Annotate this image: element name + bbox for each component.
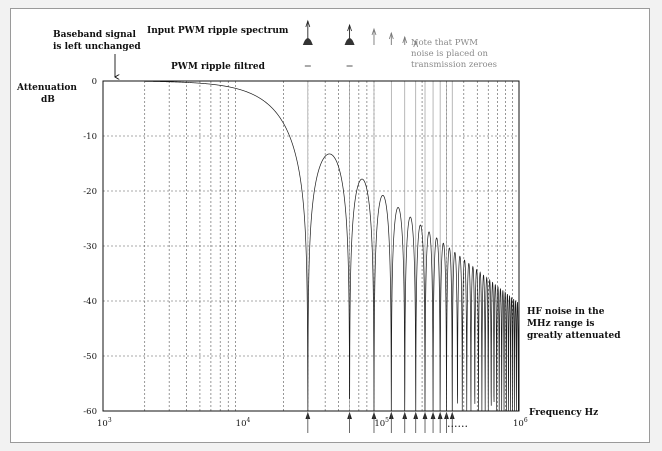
pwm-input-peak — [302, 38, 313, 45]
x-tick-label: 105 — [374, 417, 389, 429]
annotation-baseband-line1: Baseband signal — [53, 30, 136, 40]
bottom-ellipsis: ...... — [447, 417, 468, 430]
pwm-input-arrow — [305, 19, 311, 28]
plot-frame — [102, 80, 520, 412]
pwm-input-arrow — [413, 39, 419, 48]
x-tick-label: 103 — [97, 417, 112, 429]
pwm-input-arrow — [347, 23, 352, 32]
annotation-hf-line3: greatly attenuated — [527, 331, 621, 341]
chart-figure: 0 -10 -20 -30 -40 -50 -60 103 104 105 106 Attenuat… — [10, 8, 650, 443]
y-tick-label: -30 — [83, 242, 97, 252]
pwm-input-peak — [344, 38, 355, 45]
y-tick-label: -50 — [83, 352, 97, 362]
pwm-input-arrow — [371, 27, 377, 36]
x-tick-label: 104 — [236, 417, 251, 429]
y-tick-label: -20 — [83, 187, 97, 197]
annotation-note-line3: transmission zeroes — [411, 60, 497, 70]
pwm-markers — [302, 19, 455, 433]
annotation-input-spectrum: Input PWM ripple spectrum — [147, 26, 289, 36]
annotation-baseband-line2: is left unchanged — [53, 42, 141, 52]
annotation-note-line1: Note that PWM — [411, 38, 478, 48]
y-axis-label-line2: dB — [41, 95, 55, 105]
y-axis-label-line1: Attenuation — [16, 83, 77, 93]
annotation-hf-line2: MHz range is — [527, 319, 594, 329]
x-tick-label: 106 — [513, 417, 528, 429]
annotation-hf-line1: HF noise in the — [527, 307, 605, 317]
y-tick-label: 0 — [92, 77, 97, 87]
pwm-input-arrow — [388, 31, 394, 40]
grid — [103, 81, 519, 411]
attenuation-curve — [144, 81, 520, 412]
y-tick-label: -10 — [83, 132, 97, 142]
y-tick-label: -60 — [83, 407, 97, 417]
annotation-ripple-filtered: PWM ripple filtred — [171, 62, 266, 72]
y-tick-label: -40 — [83, 297, 97, 307]
annotation-note-line2: noise is placed on — [411, 49, 488, 59]
pwm-input-arrow — [402, 35, 408, 44]
x-axis-label: Frequency Hz — [529, 408, 598, 418]
